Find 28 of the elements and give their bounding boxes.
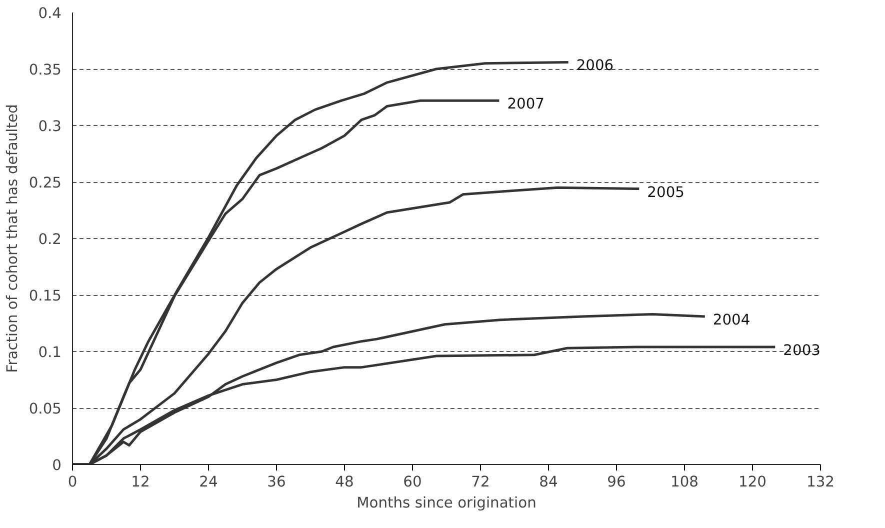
x-tick-label: 0: [68, 474, 78, 490]
x-tick-label: 72: [471, 474, 490, 490]
x-tick-label: 48: [335, 474, 354, 490]
series-label: 2005: [647, 184, 684, 201]
y-tick-label: 0.1: [38, 344, 62, 361]
x-tick-label: 36: [267, 474, 286, 490]
x-tick-label: 132: [806, 474, 834, 490]
x-axis-title: Months since origination: [356, 494, 536, 512]
y-tick-label: 0.3: [38, 118, 62, 135]
x-tick-label: 84: [539, 474, 558, 490]
x-tick-label: 60: [403, 474, 422, 490]
x-tick-label: 12: [131, 474, 150, 490]
x-tick-label: 24: [199, 474, 218, 490]
y-tick-label: 0.15: [28, 288, 62, 304]
x-tick-label: 120: [738, 474, 766, 490]
series-label: 2003: [783, 342, 820, 359]
series-label: 2007: [507, 96, 545, 113]
x-tick-label: 96: [607, 474, 626, 490]
series-label: 2004: [712, 311, 750, 328]
y-tick-label: 0.05: [28, 400, 62, 418]
y-tick-label: 0.25: [28, 174, 62, 192]
y-tick-label: 0.4: [38, 5, 62, 22]
y-tick-label: 0: [52, 457, 62, 474]
series-label: 2006: [576, 57, 614, 74]
y-axis-title: Fraction of cohort that has defaulted: [4, 104, 21, 373]
y-tick-label: 0.35: [28, 62, 62, 78]
x-tick-label: 108: [670, 474, 698, 490]
y-tick-label: 0.2: [38, 231, 62, 248]
